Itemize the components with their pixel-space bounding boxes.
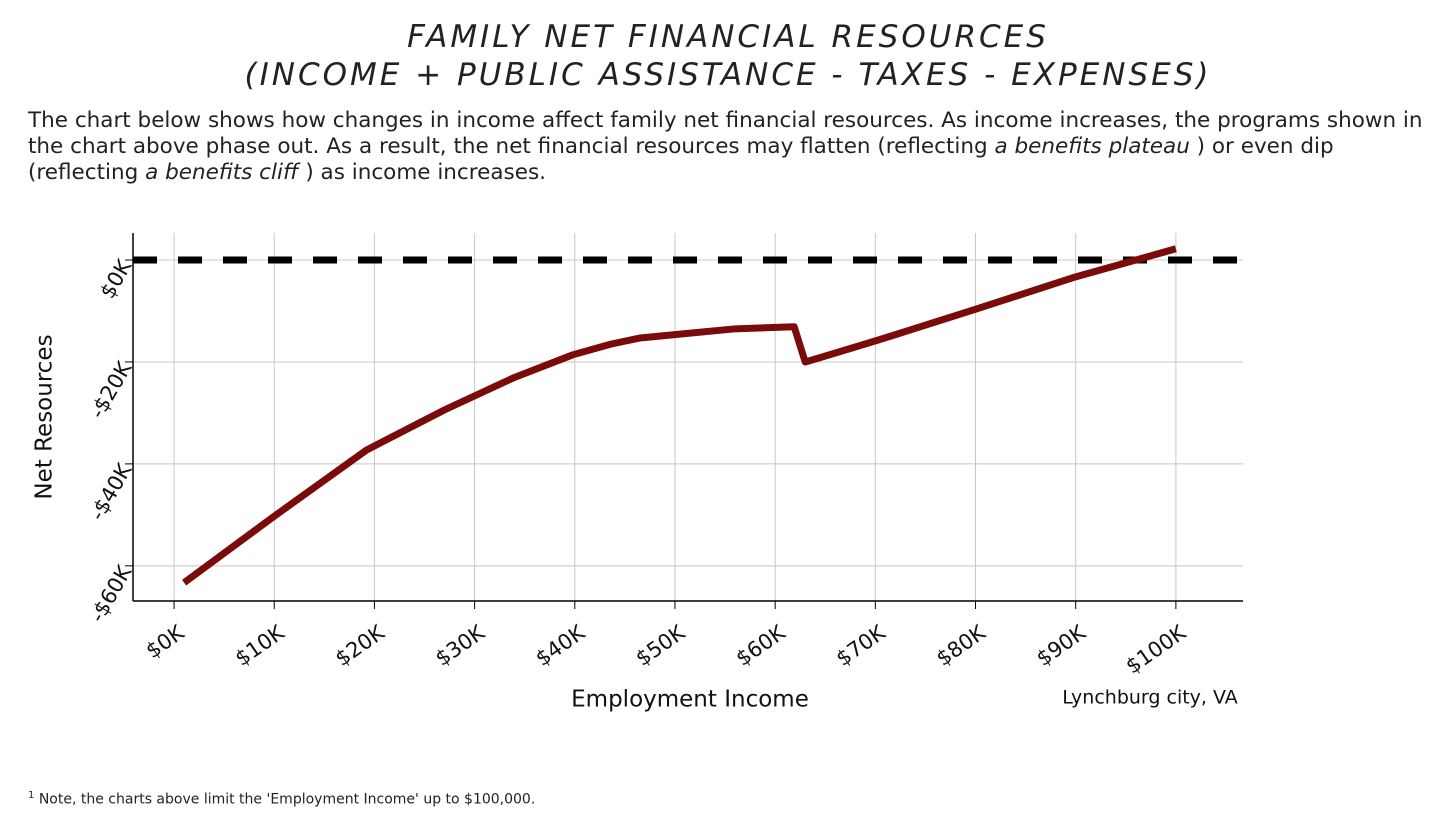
x-tick-label: $50K	[631, 620, 690, 671]
x-tick-label: $0K	[141, 620, 189, 664]
text: ) or even dip (reflecting	[28, 134, 1334, 185]
description: The chart below shows how changes in inc…	[28, 108, 1448, 186]
x-tick-label: $80K	[932, 620, 991, 671]
annotation: Lynchburg city, VA	[1062, 687, 1238, 709]
x-tick-label: $90K	[1032, 620, 1091, 671]
x-tick-label: $20K	[331, 620, 390, 671]
text: The chart below shows how changes in inc…	[28, 108, 1423, 159]
y-tick-label: -$40K	[85, 458, 137, 524]
x-tick-label: $30K	[431, 620, 490, 671]
y-tick-label: -$60K	[85, 560, 137, 626]
footnote-marker: 1	[28, 790, 35, 801]
title-line: FAMILY NET FINANCIAL RESOURCES	[407, 19, 1049, 55]
line	[182, 245, 1177, 586]
title: FAMILY NET FINANCIAL RESOURCES (INCOME + …	[0, 18, 1456, 94]
title-line: (INCOME + PUBLIC ASSISTANCE - TAXES - EX…	[244, 57, 1212, 93]
x-axis-label: Employment Income	[571, 687, 809, 713]
y-tick-label: -$20K	[85, 356, 137, 422]
x-tick-label: $100K	[1121, 620, 1191, 679]
footnote: 1 Note, the charts above limit the 'Empl…	[28, 790, 535, 808]
y-tick-label: $0K	[95, 254, 137, 302]
y-axis-label: Net Resources	[32, 334, 58, 499]
footnote-text: Note, the charts above limit the 'Employ…	[38, 791, 536, 808]
x-tick-label: $40K	[531, 620, 590, 671]
x-tick-label: $70K	[832, 620, 891, 671]
x-tick-label: $60K	[732, 620, 791, 671]
emphasis: a benefits cliff	[145, 160, 299, 185]
emphasis: a benefits plateau	[994, 134, 1190, 159]
x-tick-label: $10K	[231, 620, 290, 671]
text: ) as income increases.	[298, 160, 546, 185]
chart: $0K $10K $20K $30K $40K $50K $60K $70K $80K $90K $…	[32, 233, 1243, 713]
